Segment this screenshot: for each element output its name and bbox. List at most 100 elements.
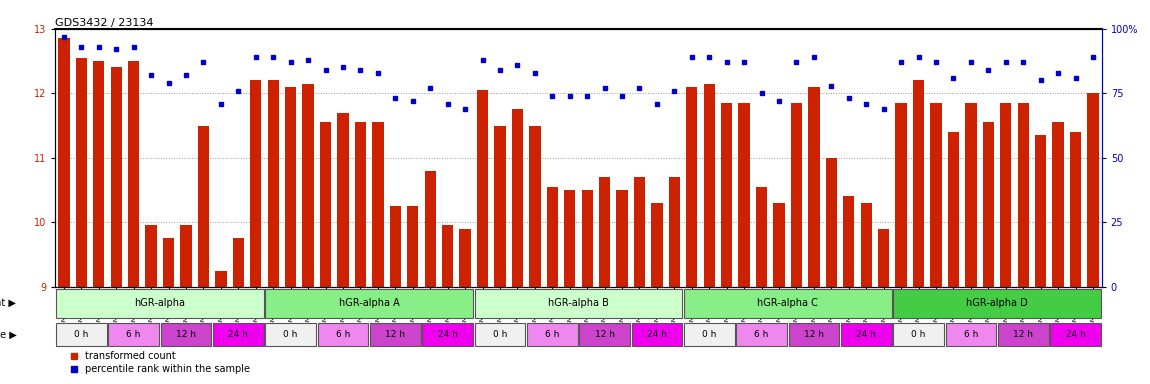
Bar [843,197,854,287]
Bar [145,225,156,287]
Bar [59,38,70,287]
Bar [181,225,192,287]
Bar [930,103,942,287]
Bar [529,126,540,287]
Text: 12 h: 12 h [595,330,614,339]
Bar [773,203,784,287]
Text: 12 h: 12 h [1013,330,1033,339]
Text: 12 h: 12 h [176,330,196,339]
Bar [266,290,473,318]
Text: 12 h: 12 h [804,330,823,339]
Bar [721,103,733,287]
Bar [198,126,209,287]
Bar [354,122,366,287]
Bar [527,323,577,346]
Bar [684,290,891,318]
Bar [512,109,523,287]
Bar [215,271,227,287]
Bar [896,103,907,287]
Bar [459,229,470,287]
Bar [370,323,421,346]
Bar [422,323,473,346]
Text: 24 h: 24 h [857,330,876,339]
Bar [232,238,244,287]
Bar [841,323,891,346]
Bar [108,323,159,346]
Text: 24 h: 24 h [1066,330,1086,339]
Bar [631,323,682,346]
Text: transformed count: transformed count [84,351,175,361]
Bar [494,126,506,287]
Bar [564,190,575,287]
Bar [945,323,996,346]
Bar [913,80,925,287]
Bar [285,87,297,287]
Bar [250,80,261,287]
Bar [738,103,750,287]
Text: 6 h: 6 h [754,330,769,339]
Bar [582,190,593,287]
Bar [475,290,682,318]
Text: 0 h: 0 h [284,330,298,339]
Bar [1035,135,1046,287]
Bar [161,323,212,346]
Bar [56,323,107,346]
Bar [1087,93,1098,287]
Bar [317,323,368,346]
Bar [894,323,944,346]
Bar [982,122,994,287]
Text: 0 h: 0 h [492,330,507,339]
Bar [1070,132,1081,287]
Bar [268,80,279,287]
Bar [948,132,959,287]
Bar [808,87,820,287]
Text: hGR-alpha C: hGR-alpha C [758,298,818,308]
Bar [302,84,314,287]
Bar [477,90,489,287]
Text: hGR-alpha A: hGR-alpha A [339,298,399,308]
Bar [442,225,453,287]
Bar [213,323,263,346]
Bar [76,58,87,287]
Text: hGR-alpha: hGR-alpha [135,298,185,308]
Bar [687,87,698,287]
Text: hGR-alpha B: hGR-alpha B [549,298,608,308]
Bar [424,170,436,287]
Bar [599,177,611,287]
Bar [756,187,767,287]
Bar [110,68,122,287]
Bar [320,122,331,287]
Text: 0 h: 0 h [75,330,89,339]
Text: 6 h: 6 h [336,330,351,339]
Text: 6 h: 6 h [126,330,140,339]
Text: 24 h: 24 h [438,330,458,339]
Bar [390,206,401,287]
Bar [93,61,105,287]
Text: 24 h: 24 h [229,330,248,339]
Bar [789,323,840,346]
Bar [860,203,872,287]
Bar [163,238,175,287]
Bar [1018,103,1029,287]
Bar [1050,323,1101,346]
Bar [616,190,628,287]
Bar [266,323,316,346]
Bar [475,323,526,346]
Bar [894,290,1101,318]
Bar [128,61,139,287]
Bar [826,158,837,287]
Text: 0 h: 0 h [911,330,926,339]
Bar [56,290,263,318]
Bar [998,323,1049,346]
Bar [373,122,384,287]
Bar [668,177,680,287]
Text: 24 h: 24 h [647,330,667,339]
Text: 6 h: 6 h [964,330,978,339]
Bar [407,206,419,287]
Bar [736,323,787,346]
Text: 6 h: 6 h [545,330,560,339]
Bar [1052,122,1064,287]
Bar [704,84,715,287]
Text: time ▶: time ▶ [0,329,16,339]
Bar [877,229,889,287]
